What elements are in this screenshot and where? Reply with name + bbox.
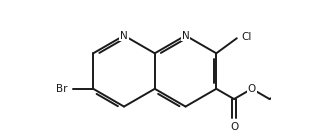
Text: N: N	[120, 30, 128, 41]
Text: Br: Br	[56, 84, 68, 94]
Text: O: O	[230, 122, 238, 132]
Text: O: O	[248, 84, 256, 94]
Text: Cl: Cl	[242, 32, 252, 42]
Text: N: N	[182, 30, 189, 41]
